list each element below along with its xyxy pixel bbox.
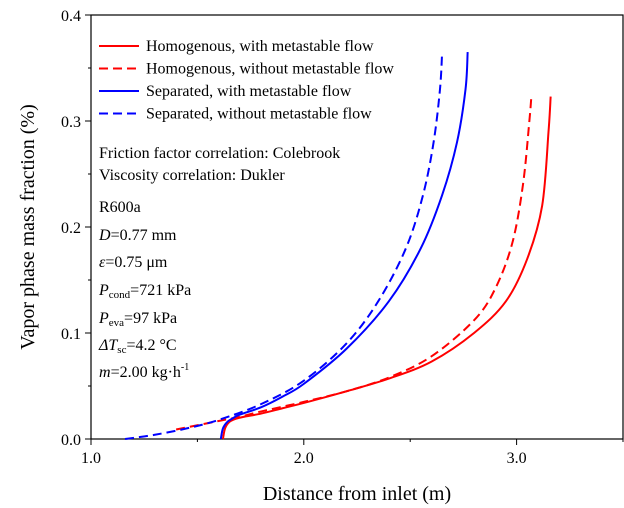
diameter-annotation: D=0.77 mm [98,227,177,244]
pcond-annotation: Pcond=721 kPa [98,282,191,301]
annotation-block: Friction factor correlation: Colebrook V… [98,145,340,381]
x-tick-label: 1.0 [81,450,101,467]
legend-label: Homogenous, without metastable flow [146,61,394,78]
friction-annotation: Friction factor correlation: Colebrook [99,145,340,162]
massflow-symbol: m [99,364,111,381]
subcooling-symbol: ΔT [98,337,118,354]
pcond-subscript: cond [109,289,131,301]
peva-annotation: Peva=97 kPa [98,310,177,329]
y-tick-label: 0.2 [61,220,81,237]
axis-ticks [85,14,624,445]
y-tick-label: 0.4 [61,8,81,25]
roughness-annotation: ε=0.75 μm [99,254,168,271]
y-tick-label: 0.1 [61,326,81,343]
y-tick-label: 0.0 [61,432,81,449]
peva-subscript: eva [109,317,124,329]
x-axis-label: Distance from inlet (m) [263,483,451,505]
series-lines [124,52,552,440]
series-line-homogenous-without-metastable-flow [175,94,533,431]
massflow-value: =2.00 kg·h [111,364,181,381]
subcooling-subscript: sc [117,344,126,356]
legend: Homogenous, with metastable flow Homogeno… [99,38,394,123]
peva-value: =97 kPa [124,310,177,327]
subcooling-value: =4.2 °C [126,337,176,354]
x-tick-label: 2.0 [294,450,314,467]
diameter-symbol: D [98,227,111,244]
roughness-value: =0.75 μm [105,254,168,271]
roughness-symbol: ε [99,254,106,271]
y-axis-label: Vapor phase mass fraction (%) [17,104,39,349]
massflow-superscript: -1 [181,362,189,373]
viscosity-annotation: Viscosity correlation: Dukler [99,167,285,184]
x-tick-label: 3.0 [507,450,527,467]
diameter-value: =0.77 mm [111,227,177,244]
peva-symbol: P [98,310,109,327]
legend-label: Separated, without metastable flow [146,106,372,123]
series-line-separated-without-metastable-flow [124,52,444,440]
pcond-value: =721 kPa [130,282,191,299]
massflow-annotation: m=2.00 kg·h-1 [99,362,189,381]
fluid-annotation: R600a [99,199,141,216]
legend-label: Homogenous, with metastable flow [146,38,374,55]
legend-label: Separated, with metastable flow [146,83,352,100]
series-line-separated-with-metastable-flow [219,52,469,440]
tick-labels: 1.0 2.0 3.0 0.0 0.1 0.2 0.3 0.4 [61,8,527,467]
y-tick-label: 0.3 [61,114,81,131]
subcooling-annotation: ΔTsc=4.2 °C [98,337,177,356]
pcond-symbol: P [98,282,109,299]
